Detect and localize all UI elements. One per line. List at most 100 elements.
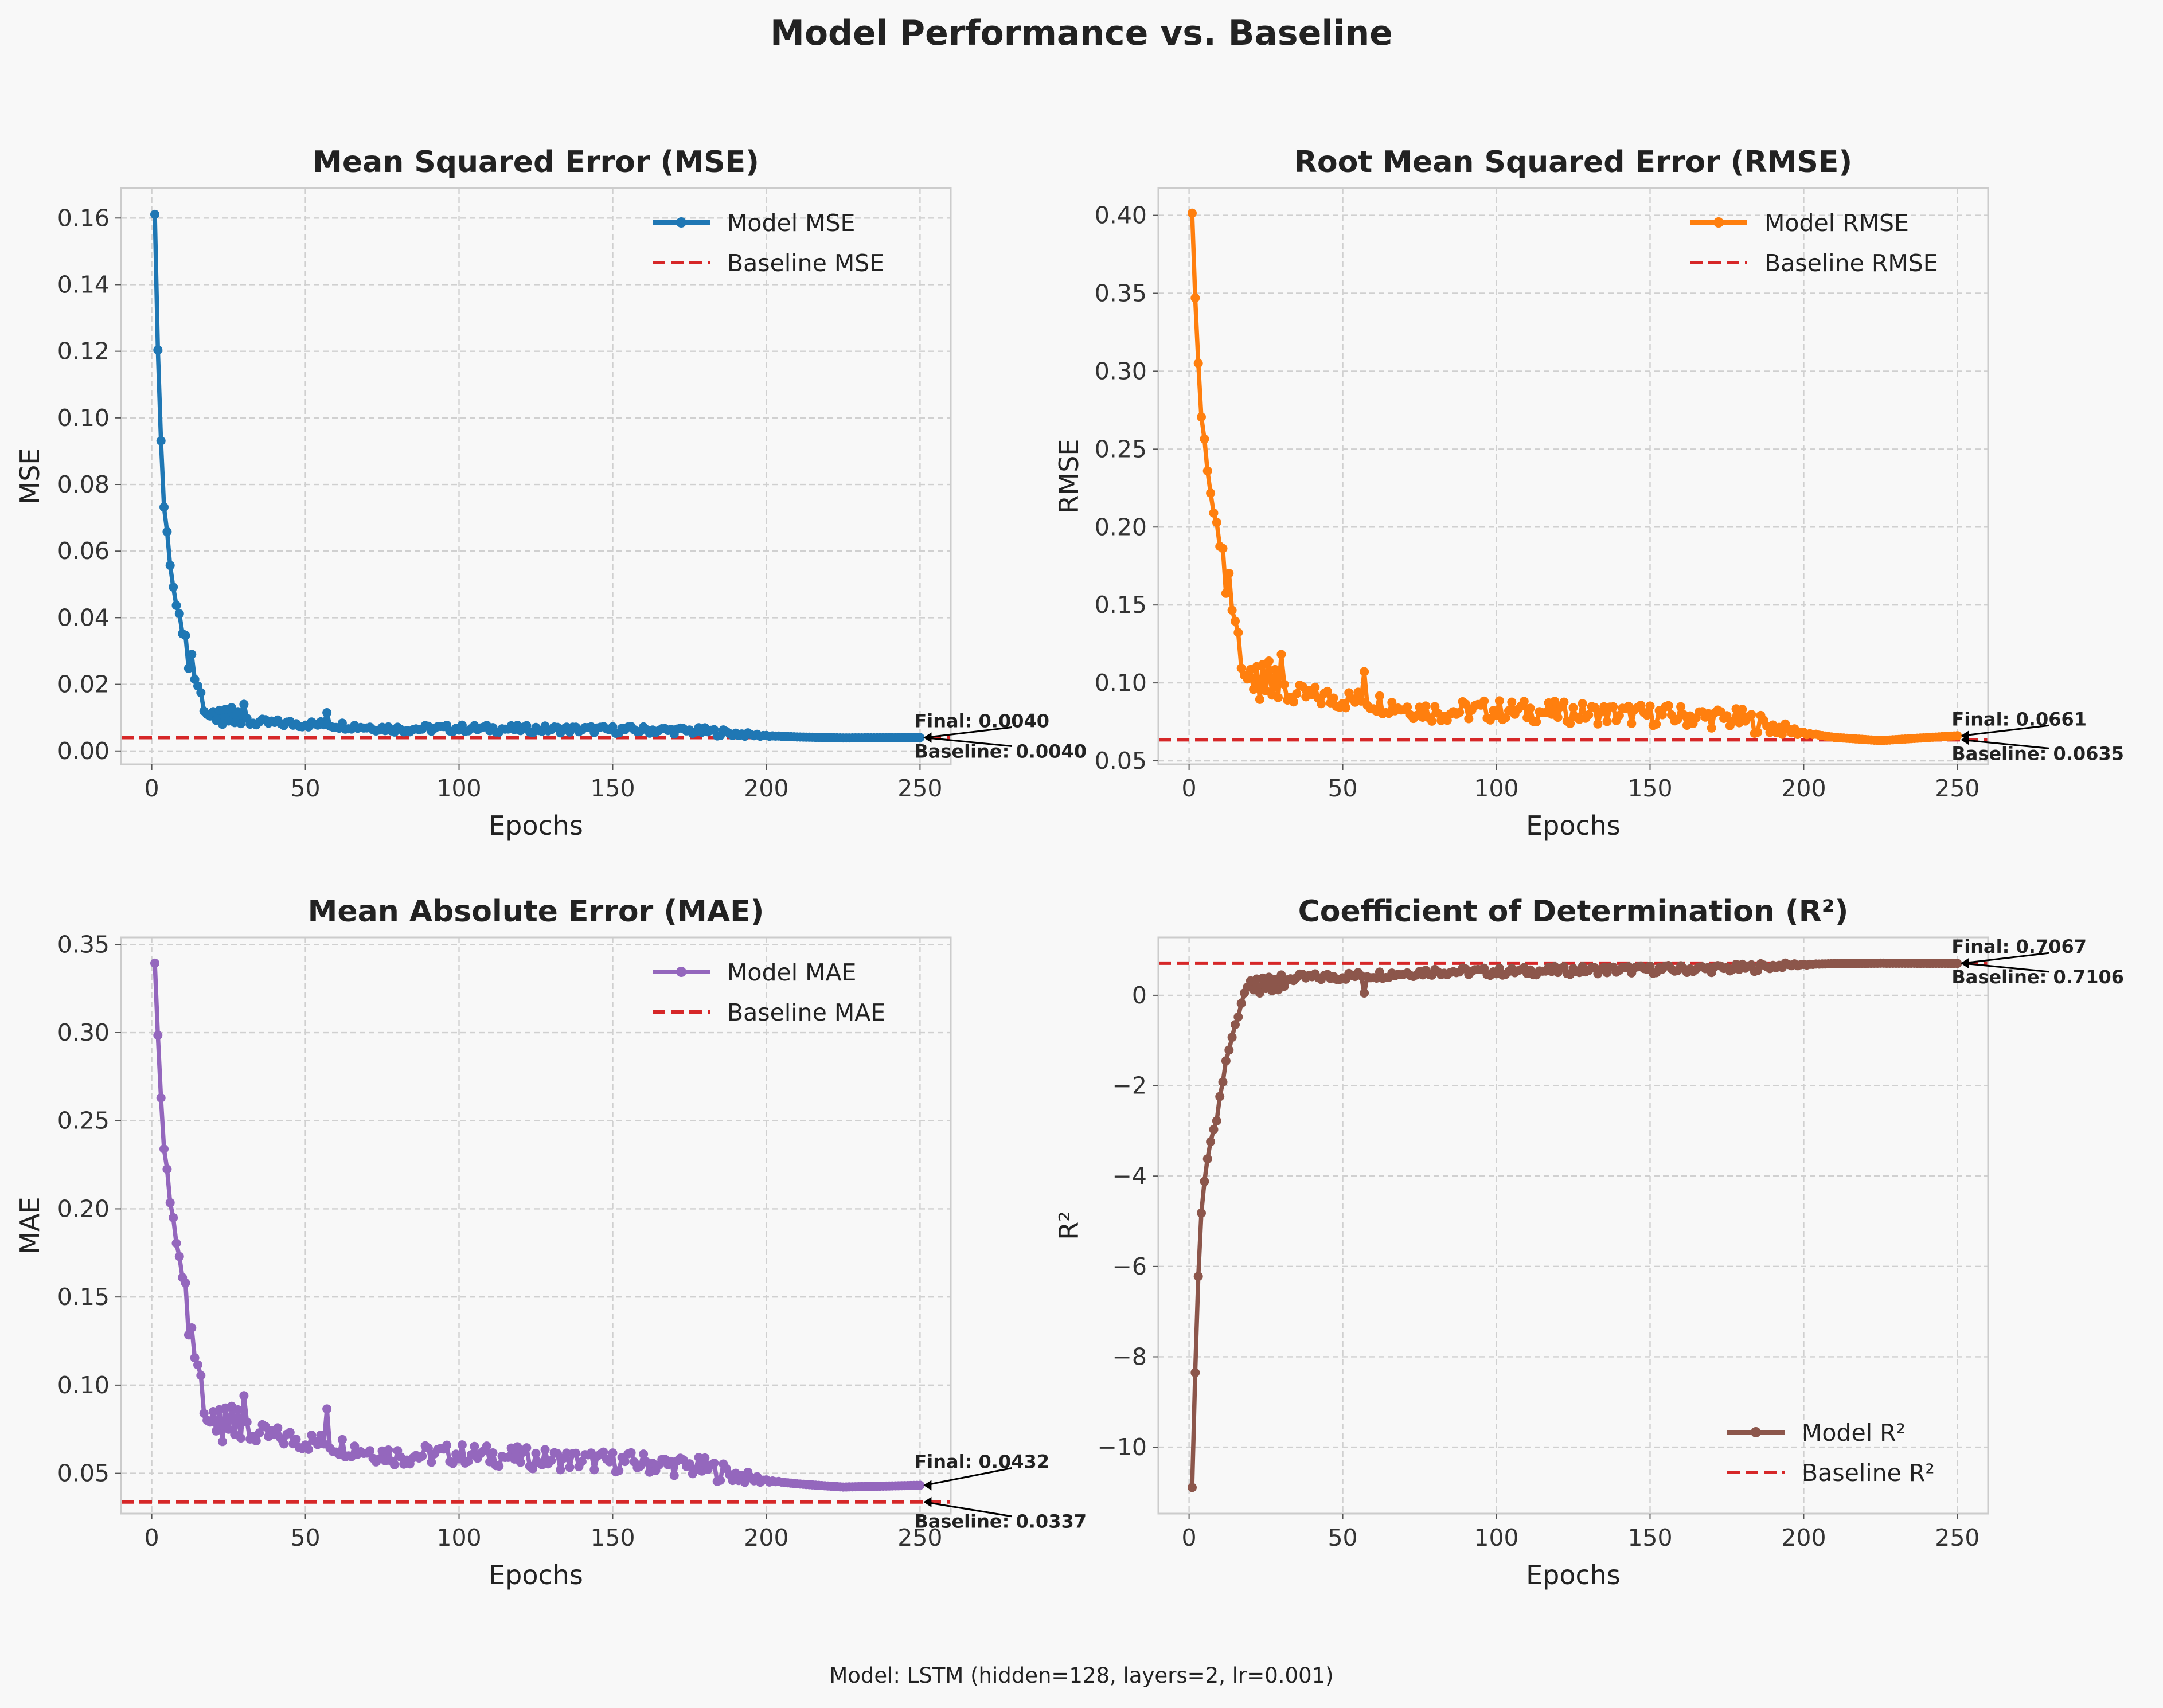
- plot-frame: [120, 936, 952, 1515]
- data-point: [1264, 656, 1274, 666]
- data-point: [1209, 1125, 1219, 1134]
- data-point: [522, 1443, 532, 1453]
- data-point: [1188, 1483, 1197, 1492]
- y-tick-label: 0.14: [57, 271, 110, 298]
- data-point: [1602, 717, 1612, 726]
- data-point: [1221, 588, 1231, 598]
- data-point: [1202, 466, 1212, 476]
- data-point: [1224, 569, 1234, 578]
- y-tick-label: −6: [1112, 1253, 1147, 1280]
- data-point: [1664, 701, 1673, 710]
- data-point: [1193, 358, 1203, 368]
- data-point: [1645, 961, 1655, 971]
- data-point: [513, 1442, 522, 1452]
- y-tick-label: 0.10: [57, 1371, 110, 1399]
- data-point: [1642, 710, 1652, 720]
- data-point: [162, 1164, 172, 1174]
- data-point: [1221, 1056, 1231, 1066]
- data-point: [156, 436, 166, 445]
- plot-area: [121, 937, 951, 1514]
- data-point: [239, 699, 249, 709]
- x-tick-label: 150: [1627, 1524, 1672, 1551]
- data-point: [1227, 1033, 1237, 1042]
- data-point: [1215, 1092, 1225, 1101]
- final-arrow: [1962, 724, 2049, 737]
- data-point: [1236, 663, 1246, 673]
- data-point: [190, 1353, 200, 1363]
- data-point: [1317, 699, 1326, 709]
- x-tick-label: 200: [1781, 1524, 1826, 1551]
- final-arrow: [924, 726, 1012, 739]
- data-point: [1722, 711, 1732, 721]
- baseline-arrow: [924, 1501, 1012, 1518]
- legend-model-marker: [1713, 217, 1724, 228]
- data-point: [577, 1457, 587, 1467]
- data-point: [279, 1439, 288, 1449]
- data-point: [1565, 719, 1575, 728]
- data-point: [1341, 703, 1350, 713]
- data-point: [1236, 999, 1246, 1009]
- x-tick-label: 0: [1182, 1524, 1197, 1551]
- plot-area: [1158, 937, 1988, 1514]
- legend-baseline-label: Baseline MSE: [727, 249, 884, 277]
- y-tick-label: 0.15: [1095, 591, 1147, 619]
- y-tick-label: 0.06: [57, 537, 110, 565]
- y-axis-label: R²: [1053, 1211, 1084, 1240]
- data-point: [1494, 963, 1504, 973]
- baseline-arrowhead: [923, 1496, 932, 1507]
- data-point: [224, 1424, 233, 1434]
- legend-model-marker: [676, 967, 686, 977]
- data-point: [1657, 710, 1667, 720]
- data-point: [457, 1440, 467, 1450]
- data-point: [427, 1457, 436, 1467]
- x-tick-label: 250: [897, 1524, 942, 1551]
- data-point: [236, 719, 245, 729]
- y-tick-label: 0.12: [57, 338, 110, 365]
- data-point: [1707, 723, 1716, 733]
- y-axis-label: MSE: [14, 448, 45, 505]
- data-point: [1276, 650, 1286, 659]
- data-point: [233, 1405, 243, 1414]
- data-point: [1553, 713, 1563, 722]
- y-tick-label: 0.15: [57, 1283, 110, 1311]
- x-tick-label: 100: [436, 775, 481, 802]
- data-point: [700, 1453, 710, 1463]
- y-tick-label: 0.02: [57, 671, 110, 698]
- legend: Model RMSE Baseline RMSE: [1690, 209, 1938, 277]
- x-tick-label: 250: [1935, 775, 1980, 802]
- data-point: [181, 1278, 190, 1288]
- data-point: [1627, 718, 1637, 728]
- data-point: [1206, 1137, 1216, 1147]
- x-axis-label: Epochs: [489, 810, 583, 841]
- plot-frame: [1157, 187, 1989, 765]
- data-point: [174, 1252, 184, 1261]
- data-point: [303, 1444, 313, 1454]
- data-point: [1375, 691, 1384, 701]
- data-point: [251, 1436, 261, 1445]
- x-tick-label: 0: [145, 775, 159, 802]
- data-point: [669, 1471, 679, 1480]
- data-point: [556, 1465, 565, 1475]
- data-point: [1550, 697, 1560, 706]
- data-point: [273, 1423, 283, 1433]
- data-point: [1636, 701, 1646, 710]
- data-point: [1777, 729, 1787, 739]
- data-point: [187, 1323, 197, 1332]
- baseline-annotation: Baseline: 0.7106: [1951, 966, 2124, 988]
- legend-baseline-label: Baseline RMSE: [1764, 249, 1938, 277]
- data-point: [159, 502, 169, 512]
- x-tick-label: 100: [436, 1524, 481, 1551]
- chart-panel-4: 0 50 100 150 200 250 −10 −8 −6 −4 −2 0 Coefficient o…: [1053, 894, 2124, 1590]
- data-point: [417, 1451, 427, 1461]
- y-tick-label: 0.00: [57, 737, 110, 765]
- y-tick-label: 0.25: [57, 1107, 110, 1135]
- data-point: [1507, 697, 1517, 707]
- data-point: [242, 1417, 252, 1427]
- data-point: [1292, 689, 1302, 698]
- data-point: [1464, 714, 1474, 724]
- data-point: [1279, 679, 1289, 689]
- data-point: [153, 345, 163, 355]
- y-tick-label: 0.20: [57, 1195, 110, 1222]
- data-point: [1289, 697, 1298, 707]
